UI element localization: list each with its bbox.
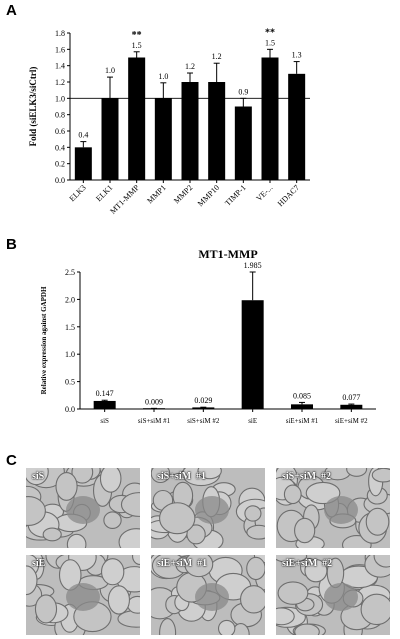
y-tick-label: 0.5 (65, 378, 75, 387)
y-tick-label: 1.0 (55, 94, 65, 103)
data-label: 0.077 (342, 393, 360, 402)
y-tick-label: 2.5 (65, 268, 75, 277)
micrograph-label: siE (32, 558, 46, 569)
data-label: 0.4 (78, 131, 88, 140)
x-tick-label: MMP2 (172, 183, 194, 205)
y-tick-label: 0.2 (55, 160, 65, 169)
data-label: 1.5 (132, 41, 142, 50)
x-tick-label: MT1-MMP (108, 183, 141, 216)
micrograph-label: siS (32, 471, 45, 482)
x-tick-label: TIMP-1 (223, 183, 248, 208)
data-label: 1.985 (244, 261, 262, 270)
data-label: 1.2 (212, 52, 222, 61)
micrograph-sis: siS (26, 468, 140, 548)
x-tick-label: siE (248, 417, 257, 425)
y-tick-label: 1.6 (55, 45, 65, 54)
micrograph-grid: siS siS+siM #1 siS+siM #2 siE siE+siM #1… (26, 468, 390, 638)
y-axis-label: Relative expression against GAPDH (40, 286, 48, 394)
data-label: 0.9 (238, 87, 248, 96)
cell-network-image (276, 468, 390, 548)
y-tick-label: 1.5 (65, 323, 75, 332)
micrograph-label: siS+siM #1 (157, 471, 207, 482)
bar (192, 407, 215, 409)
y-tick-label: 1.0 (65, 350, 75, 359)
micrograph-sie: siE (26, 555, 140, 635)
y-tick-label: 1.8 (55, 29, 65, 38)
micrograph-sis-sim-2: siS+siM #2 (276, 468, 390, 548)
micrograph-label: siE+siM #1 (157, 558, 208, 569)
panel-c-letter: C (6, 452, 17, 469)
data-label: 0.085 (293, 391, 311, 400)
data-label: 1.5 (265, 38, 275, 47)
micrograph-label: siS+siM #2 (282, 471, 332, 482)
x-tick-label: siS+siM #1 (138, 417, 171, 425)
cell-network-image (151, 468, 265, 548)
chart-a: Fold (siELK3/siCtrl) 0.0 0.2 0.4 0.6 0.8 1.0 1.… (28, 27, 310, 216)
x-tick-label: ELK1 (94, 183, 114, 203)
y-tick-label: 1.4 (55, 62, 65, 71)
chart-b: MT1-MMP Relative expression against GAPDH… (40, 247, 376, 425)
y-tick-label: 0.0 (65, 405, 75, 414)
x-tick-label: siS+siM #2 (187, 417, 220, 425)
x-tick-label: VE-... (254, 183, 274, 203)
micrograph-sie-sim-1: siE+siM #1 (151, 555, 265, 635)
bar (288, 73, 306, 180)
data-label: 0.009 (145, 397, 163, 406)
bar (93, 400, 116, 409)
y-tick-label: 0.6 (55, 127, 65, 136)
bar (291, 404, 313, 409)
x-tick-label: siS (100, 417, 109, 425)
data-label: 1.0 (105, 66, 115, 75)
cell-network-image (151, 555, 265, 635)
y-tick-label: 0.8 (55, 111, 65, 120)
data-label: 1.0 (158, 72, 168, 81)
micrograph-sie-sim-2: siE+siM #2 (276, 555, 390, 635)
data-label: 0.029 (194, 396, 212, 405)
x-tick-label: MMP10 (196, 183, 221, 208)
micrograph-sis-sim-1: siS+siM #1 (151, 468, 265, 548)
x-tick-label: MMP1 (145, 183, 167, 205)
bar (154, 98, 172, 180)
bar (340, 404, 363, 409)
bar (74, 147, 92, 180)
significance-mark: ** (132, 30, 142, 41)
significance-mark: ** (265, 27, 275, 38)
bar (234, 106, 252, 180)
x-tick-label: ELK3 (68, 183, 88, 203)
y-tick-label: 0.0 (55, 176, 65, 185)
bar (241, 300, 264, 409)
chart-title: MT1-MMP (198, 247, 257, 261)
y-tick-label: 0.4 (55, 143, 65, 152)
data-label: 1.2 (185, 62, 195, 71)
bar (128, 57, 146, 180)
micrograph-label: siE+siM #2 (282, 558, 333, 569)
data-label: 0.147 (96, 389, 114, 398)
x-tick-label: HDAC7 (276, 183, 301, 208)
bar (181, 82, 199, 180)
panel-a-letter: A (6, 2, 17, 19)
x-tick-label: siE+siM #2 (335, 417, 368, 425)
y-tick-label: 1.2 (55, 78, 65, 87)
bar (261, 57, 279, 180)
bar (101, 98, 119, 180)
cell-network-image (276, 555, 390, 635)
panel-b-letter: B (6, 236, 17, 253)
x-tick-label: siE+siM #1 (286, 417, 319, 425)
y-axis-label: Fold (siELK3/siCtrl) (28, 67, 38, 147)
cell-network-image (26, 468, 140, 548)
y-tick-label: 2.0 (65, 295, 75, 304)
data-label: 1.3 (292, 51, 302, 60)
cell-network-image (26, 555, 140, 635)
bar (208, 82, 226, 180)
